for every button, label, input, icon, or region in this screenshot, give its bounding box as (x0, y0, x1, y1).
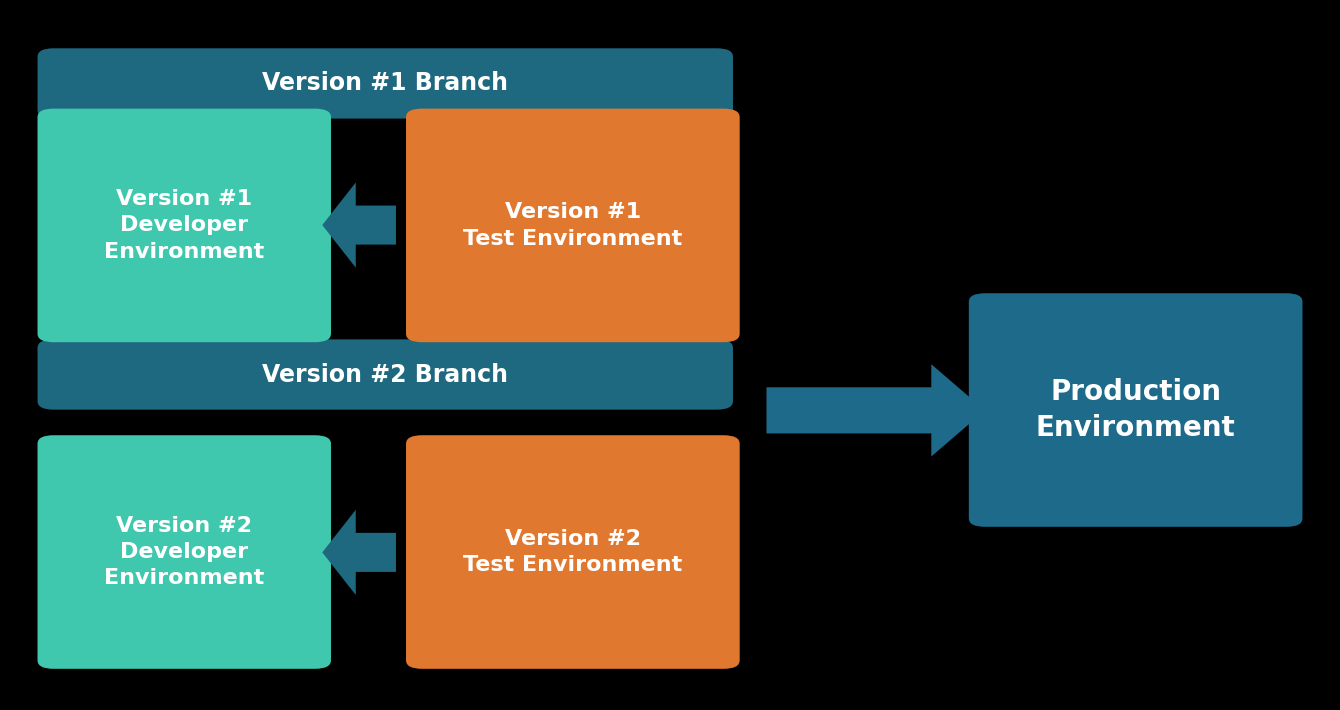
Text: Version #2 Branch: Version #2 Branch (263, 363, 508, 386)
FancyBboxPatch shape (38, 109, 331, 342)
FancyBboxPatch shape (38, 435, 331, 669)
FancyBboxPatch shape (406, 109, 740, 342)
Text: Production
Environment: Production Environment (1036, 378, 1235, 442)
FancyBboxPatch shape (38, 48, 733, 119)
Text: Version #1
Test Environment: Version #1 Test Environment (464, 202, 682, 248)
Polygon shape (323, 182, 397, 268)
Text: Version #2
Test Environment: Version #2 Test Environment (464, 529, 682, 575)
Polygon shape (766, 364, 985, 457)
Text: Version #2
Developer
Environment: Version #2 Developer Environment (105, 515, 264, 589)
FancyBboxPatch shape (969, 293, 1302, 527)
Text: Version #1 Branch: Version #1 Branch (263, 72, 508, 95)
FancyBboxPatch shape (406, 435, 740, 669)
Polygon shape (323, 510, 397, 595)
FancyBboxPatch shape (38, 339, 733, 410)
Text: Version #1
Developer
Environment: Version #1 Developer Environment (105, 189, 264, 262)
